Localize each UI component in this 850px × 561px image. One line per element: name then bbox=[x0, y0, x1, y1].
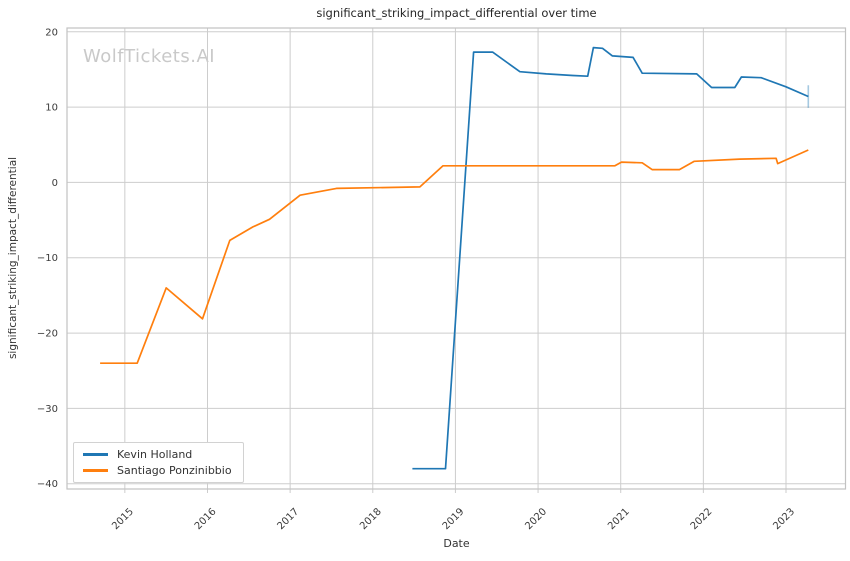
x-tick-label: 2022 bbox=[689, 506, 715, 532]
legend: Kevin Holland Santiago Ponzinibbio bbox=[73, 442, 244, 483]
y-tick-label: 0 bbox=[52, 178, 58, 189]
plot-frame bbox=[66, 27, 847, 490]
y-tick-label: 10 bbox=[45, 103, 58, 114]
x-axis-label: Date bbox=[443, 537, 470, 550]
x-tick-label: 2017 bbox=[275, 506, 301, 532]
y-tick-label: −10 bbox=[37, 253, 58, 264]
legend-item-santiago-ponzinibbio: Santiago Ponzinibbio bbox=[83, 464, 234, 477]
y-tick-label: −40 bbox=[37, 479, 58, 490]
x-tick-label: 2019 bbox=[441, 506, 467, 532]
legend-line-swatch-blue bbox=[83, 453, 108, 456]
legend-item-kevin-holland: Kevin Holland bbox=[83, 448, 234, 461]
y-tick-label: 20 bbox=[45, 27, 58, 38]
legend-label: Kevin Holland bbox=[117, 448, 193, 461]
legend-line-swatch-orange bbox=[83, 469, 108, 472]
x-tick-label: 2018 bbox=[358, 506, 384, 532]
x-tick-label: 2015 bbox=[110, 506, 136, 532]
y-axis-label: significant_striking_impact_differential bbox=[7, 157, 19, 359]
series-line-kevin-holland bbox=[412, 46, 809, 470]
y-tick-label: −30 bbox=[37, 404, 58, 415]
x-tick-label: 2016 bbox=[193, 506, 219, 532]
chart-title: significant_striking_impact_differential… bbox=[316, 6, 597, 20]
series-line-santiago-ponzinibbio bbox=[100, 149, 809, 365]
legend-label: Santiago Ponzinibbio bbox=[117, 464, 232, 477]
y-tick-label: −20 bbox=[37, 329, 58, 340]
x-tick-label: 2023 bbox=[771, 506, 797, 532]
x-tick-label: 2020 bbox=[523, 506, 549, 532]
watermark-text: WolfTickets.AI bbox=[83, 46, 216, 67]
x-tick-label: 2021 bbox=[606, 506, 632, 532]
